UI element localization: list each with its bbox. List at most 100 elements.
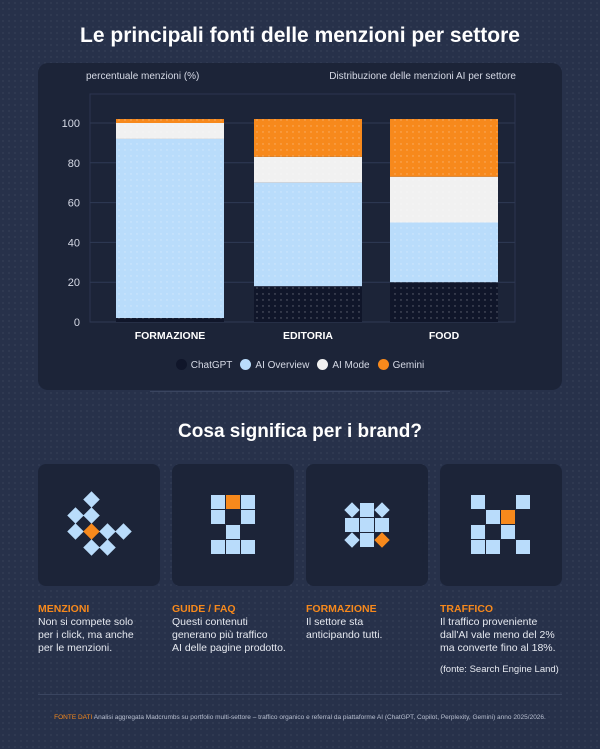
bar-texture [390,119,498,177]
card-line: anticipando tutti. [306,629,383,641]
card-formazione [306,464,428,586]
x-tick-label: FORMAZIONE [135,330,206,342]
icon-cell [211,495,225,509]
bar-texture [116,138,224,319]
bar-texture [254,156,362,183]
y-tick-label: 60 [68,198,80,210]
pixel-gear-icon [344,502,390,548]
legend-swatch [377,359,389,370]
bar-texture [390,222,498,283]
icon-cell [374,502,390,518]
legend-swatch [240,359,252,370]
bar-texture [390,176,498,223]
card-line: per le menzioni. [38,642,113,654]
icon-cell [115,523,132,540]
card-text: GUIDE / FAQ Questi contenuti generano più … [172,603,307,655]
icon-cell [226,495,240,509]
y-axis-label: percentuale menzioni (%) [86,71,200,82]
bar-texture [254,286,362,322]
icon-cell [83,539,100,556]
card-line: AI delle pagine prodotto. [172,642,286,654]
card-line: dall'AI vale meno del 2% [440,629,555,641]
icon-cell [471,525,485,539]
icon-cell [360,503,374,517]
legend-item: AI Mode [317,359,370,371]
footer-divider [38,694,562,695]
legend-label: Gemini [392,360,425,371]
chart-panel: percentuale menzioni (%) Distribuzione d… [38,63,562,390]
card-line: Non si compete solo [38,616,134,628]
legend-label: ChatGPT [190,360,233,371]
icon-cell [501,525,515,539]
icon-cell [360,518,374,532]
card-line: Il settore sta [306,616,364,628]
icon-cell [486,510,500,524]
y-tick-label: 20 [68,277,80,289]
card-text: FORMAZIONE Il settore sta anticipando tutt… [306,603,441,642]
footer-text: Analisi aggregata Madcrumbs su portfolio… [93,714,546,721]
icon-cell [241,510,255,524]
y-tick-label: 40 [68,237,80,249]
icon-cell [516,495,530,509]
icon-cell [99,539,116,556]
icon-cell [471,540,485,554]
icon-cell [241,495,255,509]
icon-cell [516,540,530,554]
icon-cell [67,523,84,540]
stacked-bar-chart: 0 20 40 60 80 100 FORMAZIONE EDITORIA FOOD [62,93,516,342]
legend-item: Gemini [377,359,425,371]
chart-title: Distribuzione delle menzioni AI per sett… [329,71,516,82]
x-tick-label: EDITORIA [283,330,333,342]
bar-texture [116,123,224,139]
icon-cell [374,532,390,548]
pixel-page-icon [211,495,255,554]
icon-cell [83,507,100,524]
card-heading: GUIDE / FAQ [172,603,236,615]
card-traffico [440,464,562,586]
page-title: Le principali fonti delle menzioni per s… [80,24,520,47]
icon-cell [226,525,240,539]
card-heading: TRAFFICO [440,603,494,615]
icon-cell [360,533,374,547]
icon-cell [344,532,360,548]
diamond-arrow-icon [67,491,132,556]
card-guide-faq [172,464,294,586]
x-tick-label: FOOD [429,330,460,342]
icon-cell [241,540,255,554]
icon-cell [226,540,240,554]
bar-texture [116,318,224,322]
legend-item: AI Overview [240,359,309,371]
y-tick-label: 80 [68,158,80,170]
card-heading: FORMAZIONE [306,603,377,615]
card-heading: MENZIONI [38,603,90,615]
icon-cell [501,510,515,524]
icon-cell [99,523,116,540]
icon-cell [67,507,84,524]
divider [150,391,450,392]
icon-cell [83,523,100,540]
bar-texture [254,182,362,287]
icon-cell [83,491,100,508]
card-line: generano più traffico [172,629,268,641]
card-text: MENZIONI Non si compete solo per i click, … [38,603,173,655]
card-text: TRAFFICO Il traffico proveniente dall'AI v… [440,603,575,676]
card-line: per i click, ma anche [38,629,134,641]
bar-texture [390,282,498,322]
y-tick-label: 0 [74,317,80,329]
icon-cell [211,510,225,524]
legend-swatch [317,359,329,370]
card-line: Il traffico proveniente [440,616,538,628]
card-source: (fonte: Search Engine Land) [440,664,559,675]
icon-cell [211,540,225,554]
footer: FONTE DATI Analisi aggregata Madcrumbs s… [0,714,600,721]
icon-cell [471,495,485,509]
pixel-cross-icon [471,495,530,554]
card-line: ma converte fino al 18%. [440,642,556,654]
card-line: Questi contenuti [172,616,248,628]
legend-swatch [175,359,187,370]
bar-texture [116,119,224,123]
card-menzioni [38,464,160,586]
icon-cell [486,540,500,554]
y-tick-label: 100 [62,118,80,130]
icon-cell [375,518,389,532]
